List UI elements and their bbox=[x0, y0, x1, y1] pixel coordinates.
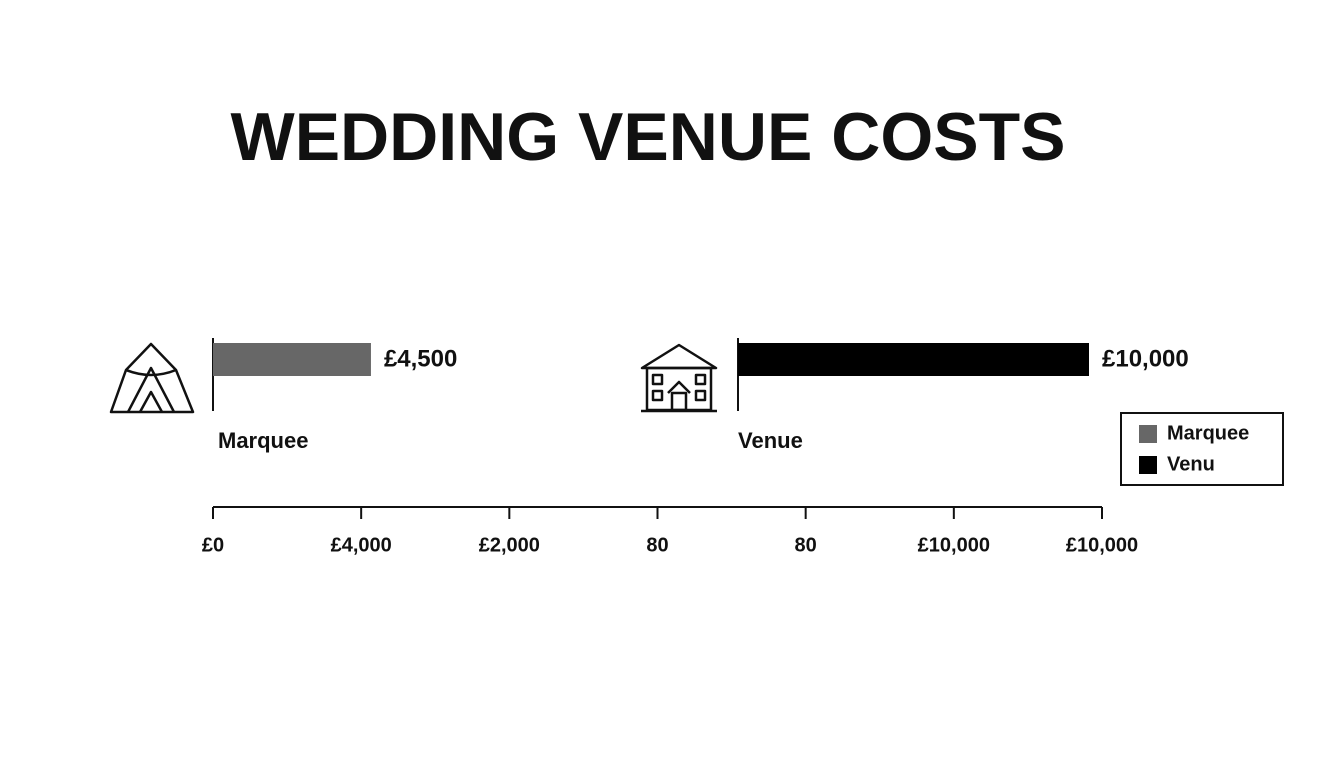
bar bbox=[213, 343, 371, 376]
axis-label: 80 bbox=[795, 534, 817, 556]
axis-label: £10,000 bbox=[1066, 534, 1138, 556]
axis-label: 80 bbox=[646, 534, 668, 556]
legend-swatch bbox=[1139, 456, 1157, 474]
axis-label: £0 bbox=[202, 534, 224, 556]
category-label: Marquee bbox=[218, 428, 308, 453]
chart-title: WEDDING VENUE COSTS bbox=[231, 99, 1066, 175]
axis-label: £10,000 bbox=[918, 534, 990, 556]
house-icon bbox=[640, 343, 718, 413]
category-label: Venue bbox=[738, 428, 803, 453]
axis-label: £4,000 bbox=[331, 534, 392, 556]
value-label: £10,000 bbox=[1102, 345, 1189, 372]
legend-label: Marquee bbox=[1167, 422, 1249, 444]
axis-label: £2,000 bbox=[479, 534, 540, 556]
legend-label: Venu bbox=[1167, 453, 1215, 475]
bar bbox=[738, 343, 1089, 376]
tent-icon bbox=[109, 342, 195, 414]
legend-swatch bbox=[1139, 425, 1157, 443]
value-label: £4,500 bbox=[384, 345, 457, 372]
